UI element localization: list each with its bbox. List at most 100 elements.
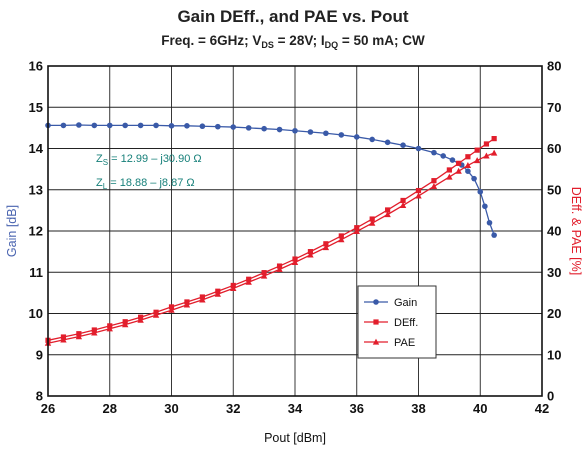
source-impedance-annotation: ZS = 12.99 – j30.90 Ω xyxy=(96,153,202,167)
subtitle-idq-value: = 50 mA; CW xyxy=(338,33,425,48)
x-tick-label-0: 26 xyxy=(41,401,55,416)
data-point-gain xyxy=(415,145,422,152)
x-tick-label-3: 32 xyxy=(226,401,240,416)
data-point-pae xyxy=(399,202,407,209)
data-point-pae xyxy=(60,336,67,343)
chart-subtitle: Freq. = 6GHz; VDS = 28V; IDQ = 50 mA; CW xyxy=(161,33,425,50)
zl-value: = 18.88 – j8.87 Ω xyxy=(107,177,194,189)
data-point-gain xyxy=(465,168,471,174)
data-point-deff xyxy=(323,241,329,247)
legend-swatch-marker xyxy=(372,338,380,345)
data-point-pae xyxy=(214,290,222,297)
data-point-pae xyxy=(276,265,283,272)
data-point-pae xyxy=(121,321,129,328)
subtitle-vds-subscript: DS xyxy=(261,40,274,50)
y-left-tick-label-0: 8 xyxy=(36,389,43,404)
data-point-deff xyxy=(385,207,391,213)
data-point-pae xyxy=(91,329,98,336)
y-right-tick-label-8: 80 xyxy=(547,59,561,74)
x-axis-label: Pout [dBm] xyxy=(264,431,326,445)
y-axis-label-left: Gain [dB] xyxy=(5,205,19,257)
data-point-gain xyxy=(353,134,360,140)
data-point-deff xyxy=(474,147,480,153)
x-tick-label-8: 42 xyxy=(535,401,549,416)
data-point-pae xyxy=(338,236,345,243)
legend-label-gain: Gain xyxy=(394,297,417,309)
x-tick-label-2: 30 xyxy=(164,401,178,416)
data-point-pae xyxy=(455,167,462,174)
y-right-tick-label-4: 40 xyxy=(547,224,561,239)
y-right-tick-label-7: 70 xyxy=(547,100,561,115)
data-point-pae xyxy=(137,316,144,323)
data-point-gain xyxy=(292,127,298,134)
data-point-pae xyxy=(322,244,330,251)
data-point-gain xyxy=(491,232,497,238)
data-point-deff xyxy=(400,197,406,204)
y-right-tick-label-2: 20 xyxy=(547,306,561,321)
zs-subscript: S xyxy=(103,158,108,167)
data-point-gain xyxy=(440,153,447,159)
data-point-deff xyxy=(456,160,462,166)
subtitle-idq-subscript: DQ xyxy=(325,40,339,50)
x-tick-label-1: 28 xyxy=(103,401,117,416)
data-point-pae xyxy=(168,306,175,313)
x-tick-label-5: 36 xyxy=(350,401,364,416)
data-point-pae xyxy=(384,211,391,218)
x-tick-label-7: 40 xyxy=(473,401,487,416)
x-tick-label-6: 38 xyxy=(411,401,425,416)
legend-label-pae: PAE xyxy=(394,337,415,349)
legend-swatch-marker xyxy=(373,319,379,325)
data-point-deff xyxy=(354,225,360,231)
data-point-deff xyxy=(446,167,452,173)
zs-symbol: Z xyxy=(96,153,103,165)
data-point-gain xyxy=(184,123,190,129)
load-impedance-annotation: ZL = 18.88 – j8.87 Ω xyxy=(96,177,195,191)
data-point-pae xyxy=(415,192,422,199)
data-point-pae xyxy=(483,152,490,159)
legend-swatch-marker xyxy=(373,299,379,305)
data-point-deff xyxy=(491,136,497,142)
legend-item-deff: DEff. xyxy=(364,317,418,329)
data-point-deff xyxy=(338,233,344,239)
data-point-gain xyxy=(486,219,493,226)
plot-frame xyxy=(47,65,543,397)
legend-item-pae: PAE xyxy=(364,337,415,349)
data-point-gain xyxy=(245,125,252,131)
y-left-tick-label-8: 16 xyxy=(29,59,43,74)
data-point-pae xyxy=(199,296,206,303)
data-point-pae xyxy=(183,301,191,308)
data-point-gain xyxy=(199,123,206,130)
data-point-gain xyxy=(307,129,314,135)
y-left-tick-label-2: 10 xyxy=(29,306,43,321)
data-point-gain xyxy=(369,136,375,143)
y-right-tick-label-0: 0 xyxy=(547,389,554,404)
series-layer xyxy=(44,122,498,346)
data-point-deff xyxy=(415,187,422,194)
data-point-deff xyxy=(483,141,490,147)
y-axis-label-right: DEff. & PAE [%] xyxy=(569,187,583,275)
data-point-gain xyxy=(122,122,128,129)
data-point-gain xyxy=(106,122,113,129)
data-point-gain xyxy=(60,122,67,129)
data-point-pae xyxy=(230,284,237,291)
data-point-pae xyxy=(106,325,113,332)
y-left-tick-label-7: 15 xyxy=(29,100,43,115)
data-point-pae xyxy=(245,278,252,285)
y-right-tick-label-6: 60 xyxy=(547,141,561,156)
data-point-gain xyxy=(76,122,82,128)
zl-symbol: Z xyxy=(96,177,103,189)
y-left-tick-label-4: 12 xyxy=(29,224,43,239)
data-point-pae xyxy=(368,219,376,226)
data-point-pae xyxy=(291,258,299,265)
series-pae xyxy=(44,149,498,346)
data-point-gain xyxy=(230,124,237,130)
chart-title: Gain DEff., and PAE vs. Pout xyxy=(177,7,408,26)
y-left-tick-label-5: 13 xyxy=(29,182,43,197)
data-point-gain xyxy=(91,122,98,129)
data-point-deff xyxy=(465,154,471,160)
data-point-deff xyxy=(369,216,375,222)
y-right-tick-label-3: 30 xyxy=(547,265,561,280)
data-point-gain xyxy=(261,125,267,132)
data-point-pae xyxy=(464,162,472,169)
data-point-pae xyxy=(152,311,160,318)
